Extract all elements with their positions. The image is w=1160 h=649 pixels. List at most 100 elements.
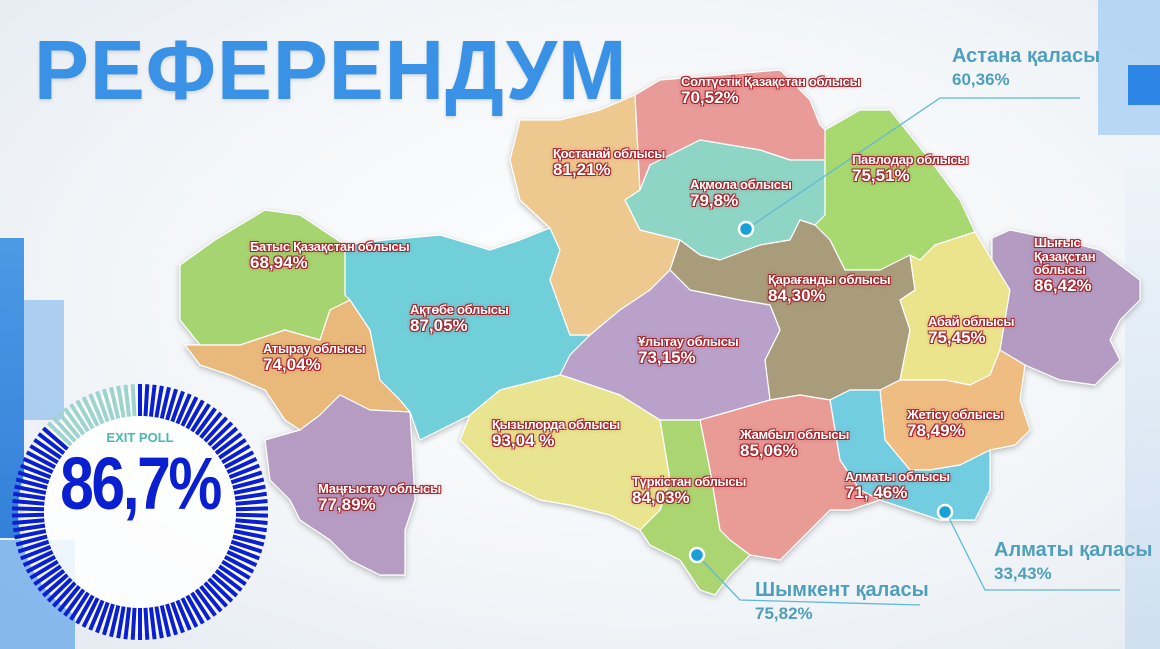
region-label-kyzylorda: Қызылорда облысы 93,04 % bbox=[492, 418, 620, 449]
gauge-tick-filled bbox=[154, 385, 164, 418]
gauge-tick-filled bbox=[221, 559, 251, 580]
region-label-batys: Батыс Қазақстан облысы 68,94% bbox=[250, 240, 410, 272]
region-name: Абай облысы bbox=[928, 314, 1015, 329]
region-name: Қарағанды облысы bbox=[768, 272, 891, 287]
gauge-tick-filled bbox=[234, 523, 267, 533]
region-label-mangystau: Маңғыстау облысы 77,89% bbox=[318, 482, 441, 513]
region-value: 79,8% bbox=[690, 190, 739, 210]
gauge-tick-empty bbox=[88, 393, 105, 425]
region-value: 73,15% bbox=[638, 347, 696, 367]
gauge-tick-filled bbox=[63, 588, 86, 617]
exit-poll-value: 86,7% bbox=[60, 442, 222, 525]
region-value: 74,04% bbox=[263, 354, 321, 374]
gauge-tick-filled bbox=[25, 555, 57, 574]
gauge-tick-filled bbox=[11, 512, 45, 518]
region-mangystau[interactable] bbox=[264, 394, 416, 576]
gauge-tick-filled bbox=[175, 393, 192, 425]
shymkent-city-marker[interactable] bbox=[688, 546, 706, 564]
gauge-tick-filled bbox=[33, 438, 62, 460]
gauge-tick-filled bbox=[143, 607, 150, 640]
region-name: Жамбыл облысы bbox=[740, 427, 850, 442]
region-value: 68,94% bbox=[250, 252, 308, 272]
gauge-tick-filled bbox=[154, 606, 164, 639]
gauge-tick-filled bbox=[235, 518, 268, 525]
gauge-tick-filled bbox=[29, 559, 59, 580]
gauge-tick-filled bbox=[33, 564, 62, 586]
region-name: Қызылорда облысы bbox=[492, 417, 620, 432]
shymkent-leader-line bbox=[697, 555, 921, 606]
gauge-tick-filled bbox=[232, 534, 265, 547]
gauge-tick-filled bbox=[37, 432, 66, 455]
region-name: Атырау облысы bbox=[263, 341, 366, 356]
city-name: Шымкент қаласы bbox=[755, 579, 929, 601]
gauge-tick-filled bbox=[37, 569, 66, 592]
region-value: 75,51% bbox=[852, 165, 910, 185]
gauge-tick-filled bbox=[211, 573, 239, 598]
gauge-tick-filled bbox=[235, 506, 269, 512]
region-name: Маңғыстау облысы bbox=[318, 481, 441, 496]
gauge-tick-filled bbox=[180, 597, 199, 628]
region-value: 78,49% bbox=[907, 420, 965, 440]
gauge-tick-filled bbox=[19, 544, 52, 561]
gauge-tick-filled bbox=[69, 591, 90, 621]
city-value: 60,36% bbox=[952, 70, 1010, 89]
gauge-tick-filled bbox=[175, 599, 192, 631]
city-value: 33,43% bbox=[994, 564, 1052, 583]
gauge-tick-filled bbox=[159, 605, 171, 638]
gauge-tick-empty bbox=[46, 421, 73, 447]
region-value: 81,21% bbox=[553, 159, 611, 179]
gauge-tick-empty bbox=[63, 407, 86, 436]
region-label-abay: Абай облысы 75,45% bbox=[928, 315, 1014, 346]
region-kyzylorda[interactable] bbox=[459, 374, 671, 531]
gauge-tick-filled bbox=[165, 603, 178, 636]
gauge-tick-filled bbox=[148, 607, 157, 640]
gauge-tick-empty bbox=[123, 384, 132, 417]
gauge-tick-filled bbox=[233, 529, 266, 540]
region-shygys[interactable] bbox=[991, 229, 1141, 386]
almaty-city-marker[interactable] bbox=[936, 503, 954, 521]
gauge-tick-filled bbox=[207, 577, 234, 603]
region-value: 85,06% bbox=[740, 440, 798, 460]
region-name: Ақтөбе облысы bbox=[410, 302, 509, 317]
gauge-tick-filled bbox=[46, 577, 73, 603]
gauge-tick-filled bbox=[218, 438, 247, 460]
region-label-pavlodar: Павлодар облысы 75,51% bbox=[852, 153, 968, 184]
gauge-tick-filled bbox=[95, 601, 110, 634]
gauge-tick-filled bbox=[234, 491, 267, 501]
region-label-shygys: Шығыс Қазақстан облысы 86,42% bbox=[1034, 236, 1144, 295]
gauge-tick-filled bbox=[75, 594, 95, 625]
region-value: 93,04 % bbox=[492, 430, 555, 450]
city-value: 75,82% bbox=[755, 604, 813, 623]
gauge-tick-filled bbox=[81, 597, 100, 628]
gauge-tick-filled bbox=[13, 491, 46, 501]
region-label-zhambyl: Жамбыл облысы 85,06% bbox=[740, 428, 849, 459]
region-label-kostanay: Қостанай облысы 81,21% bbox=[553, 147, 665, 178]
gauge-tick-filled bbox=[199, 411, 223, 439]
region-value: 84,30% bbox=[768, 285, 826, 305]
city-label-shymkent: Шымкент қаласы 75,82% bbox=[755, 578, 929, 624]
gauge-tick-empty bbox=[75, 399, 95, 430]
region-name: Түркістан облысы bbox=[632, 474, 747, 489]
city-name: Алматы қаласы bbox=[994, 539, 1153, 561]
gauge-tick-filled bbox=[230, 470, 263, 485]
gauge-tick-filled bbox=[143, 384, 150, 417]
gauge-tick-filled bbox=[15, 534, 48, 547]
gauge-tick-filled bbox=[235, 499, 268, 506]
gauge-tick-filled bbox=[233, 484, 266, 495]
astana-city-marker[interactable] bbox=[737, 220, 755, 238]
region-name: Солтүстік Қазақстан облысы bbox=[681, 74, 861, 89]
gauge-tick-empty bbox=[130, 384, 137, 417]
city-name: Астана қаласы bbox=[952, 45, 1101, 67]
region-value: 71, 46% bbox=[845, 482, 908, 502]
gauge-tick-filled bbox=[235, 512, 269, 518]
region-name: Алматы облысы bbox=[845, 469, 950, 484]
gauge-tick-empty bbox=[109, 386, 121, 419]
gauge-tick-filled bbox=[190, 591, 211, 621]
gauge-tick-filled bbox=[51, 581, 77, 608]
gauge-tick-filled bbox=[130, 607, 137, 640]
gauge-tick-filled bbox=[12, 499, 45, 506]
gauge-tick-filled bbox=[203, 581, 229, 608]
gauge-tick-filled bbox=[19, 463, 52, 480]
region-name: Қостанай облысы bbox=[553, 146, 666, 161]
